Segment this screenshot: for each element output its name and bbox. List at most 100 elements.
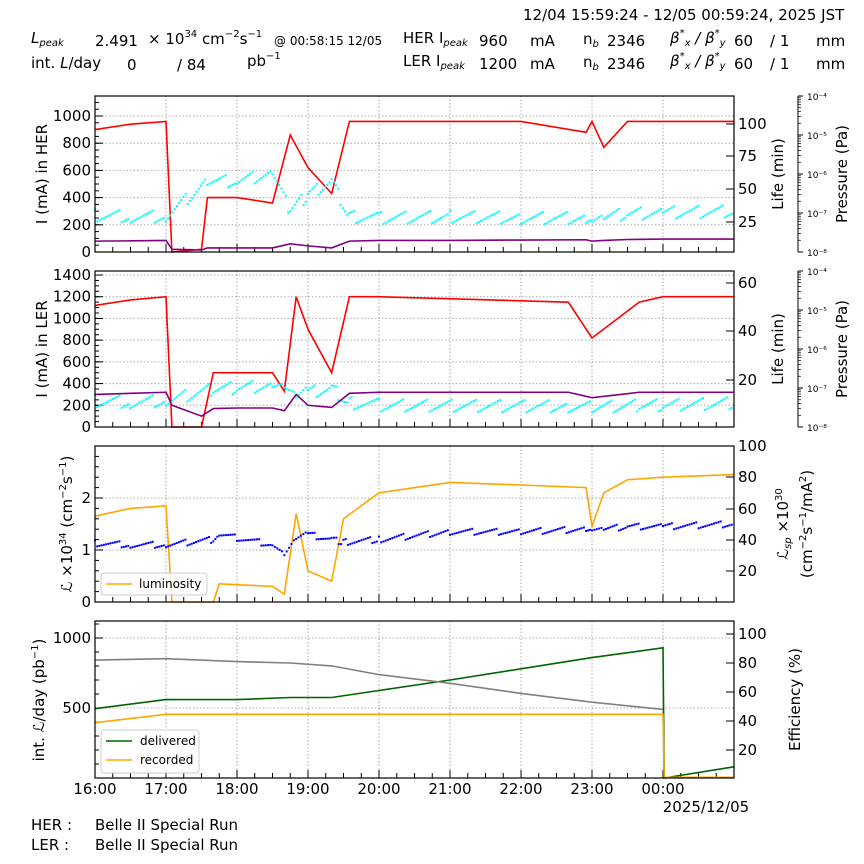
her-beta-x: 60 bbox=[734, 32, 754, 50]
pressure-axis: 10⁻⁴ 10⁻⁵ 10⁻⁶ 10⁻⁷ 10⁻⁸ Pressure (Pa) bbox=[797, 268, 851, 434]
ler-nb-label: nb bbox=[583, 53, 599, 73]
y2-tick-label: 40 bbox=[738, 712, 757, 730]
lum-y-axis-label: ℒ ×1034 (cm−2s−1) bbox=[58, 456, 76, 593]
pressure-tick-label: 10⁻⁶ bbox=[807, 346, 827, 356]
y-tick-label: 500 bbox=[62, 699, 91, 717]
x-tick-label: 22:00 bbox=[499, 780, 542, 798]
lpeak-label: Lpeak bbox=[31, 29, 64, 49]
ler-ipeak-unit: mA bbox=[530, 55, 555, 73]
lpeak-unit-prefix: × 10 bbox=[148, 30, 185, 48]
legend-label-luminosity: luminosity bbox=[139, 577, 201, 591]
y-tick-label: 1200 bbox=[53, 288, 91, 306]
pressure-axis-label: Pressure (Pa) bbox=[833, 125, 851, 223]
pressure-tick-label: 10⁻⁷ bbox=[807, 210, 827, 220]
y-tick-label: 600 bbox=[62, 353, 91, 371]
y2-tick-label: 20 bbox=[738, 562, 757, 580]
ler-beta-x: 60 bbox=[734, 55, 754, 73]
y2-tick-label: 75 bbox=[738, 147, 757, 165]
intl-unit-exp: −1 bbox=[266, 51, 281, 62]
lpeak-sub: peak bbox=[39, 38, 64, 49]
x-tick-label: 00:00 bbox=[641, 780, 684, 798]
lpeak-timestamp: @ 00:58:15 12/05 bbox=[274, 34, 383, 48]
intl-y-axis-label: int. ℒ/day (pb−1) bbox=[30, 639, 48, 762]
ler-nb-n: n bbox=[583, 53, 593, 71]
her-nb-n: n bbox=[583, 30, 593, 48]
y-tick-label: 200 bbox=[62, 216, 91, 234]
lpeak-symbol: L bbox=[31, 29, 40, 47]
footer-her-label: HER : bbox=[31, 816, 73, 834]
pressure-tick-label: 10⁻⁵ bbox=[807, 307, 827, 317]
chart-panel-2: 0 200 400 600 800 1000 1200 1400 60 40 20 I (mA) in… bbox=[33, 266, 851, 436]
x-tick-label: 19:00 bbox=[286, 780, 329, 798]
x-tick-label: 16:00 bbox=[73, 780, 116, 798]
intl-label: int. L/day bbox=[31, 54, 101, 72]
intl-symbol: L bbox=[60, 54, 69, 72]
chart-panel-1: 0 200 400 600 800 1000 100 75 50 25 I (mA) in HER L… bbox=[33, 93, 851, 261]
y2-tick-label: 80 bbox=[738, 468, 757, 486]
y2-tick-label: 60 bbox=[738, 683, 757, 701]
her-beta-unit: mm bbox=[816, 32, 846, 50]
y-tick-label: 0 bbox=[81, 418, 91, 436]
y-tick-label: 400 bbox=[62, 189, 91, 207]
intl-unit-pb: pb bbox=[247, 52, 267, 70]
her-beta-y: / 1 bbox=[770, 32, 790, 50]
x-tick-label: 17:00 bbox=[144, 780, 187, 798]
intl-value: 0 bbox=[127, 56, 137, 74]
her-nb-label: nb bbox=[583, 30, 599, 50]
x-tick-label: 21:00 bbox=[428, 780, 471, 798]
pressure-axis: 10⁻⁴ 10⁻⁵ 10⁻⁶ 10⁻⁷ 10⁻⁸ Pressure (Pa) bbox=[797, 93, 851, 259]
y-tick-label: 1400 bbox=[53, 266, 91, 284]
y2-axis-label: Efficiency (%) bbox=[786, 648, 804, 751]
pressure-axis-label: Pressure (Pa) bbox=[833, 300, 851, 398]
intl-total: / 84 bbox=[177, 56, 206, 74]
y-tick-label: 800 bbox=[62, 134, 91, 152]
footer-ler-label: LER : bbox=[31, 836, 70, 854]
lpeak-unit-s: s bbox=[239, 30, 248, 48]
legend-label-recorded: recorded bbox=[140, 753, 193, 767]
pressure-tick-label: 10⁻⁴ bbox=[807, 268, 827, 278]
lpeak-value: 2.491 bbox=[95, 32, 138, 50]
y2-tick-label: 100 bbox=[738, 625, 767, 643]
lpeak-unit-s-exp: −1 bbox=[247, 29, 263, 40]
footer-her-value: Belle II Special Run bbox=[95, 816, 239, 834]
y2-tick-label: 40 bbox=[738, 531, 757, 549]
scatter-series bbox=[94, 520, 733, 557]
time-range: 12/04 15:59:24 - 12/05 00:59:24, 2025 JS… bbox=[523, 6, 845, 24]
legend-label-delivered: delivered bbox=[140, 734, 196, 748]
luminosity-legend: luminosity bbox=[100, 572, 208, 596]
intl-suffix: /day bbox=[68, 54, 102, 72]
y-tick-label: 200 bbox=[62, 396, 91, 414]
pressure-tick-label: 10⁻⁷ bbox=[807, 385, 827, 395]
x-date-label: 2025/12/05 bbox=[663, 798, 749, 816]
pressure-tick-label: 10⁻⁸ bbox=[807, 249, 827, 259]
line-series bbox=[94, 646, 735, 779]
her-ipeak-value: 960 bbox=[479, 32, 508, 50]
chart-panel-3: 0 1 2 100 80 60 40 20 bbox=[81, 437, 766, 611]
ler-beta-y: / 1 bbox=[770, 55, 790, 73]
ler-beta-label: β*x / β*y bbox=[670, 51, 726, 72]
y2-tick-label: 20 bbox=[738, 741, 757, 759]
y-tick-label: 800 bbox=[62, 331, 91, 349]
scatter-series bbox=[94, 170, 733, 225]
plot-frame bbox=[94, 95, 735, 253]
lpeak-unit-cm: cm bbox=[197, 30, 225, 48]
y2-tick-label: 100 bbox=[738, 437, 767, 455]
ler-nb-value: 2346 bbox=[607, 55, 646, 73]
intl-prefix: int. bbox=[31, 54, 61, 72]
line-series bbox=[94, 713, 734, 779]
lpeak-exp: 34 bbox=[184, 29, 198, 40]
y-tick-label: 2 bbox=[81, 489, 91, 507]
her-nb-sub: b bbox=[592, 39, 599, 50]
her-label: HER I bbox=[403, 29, 444, 47]
lpeak-unit-cm-exp: −2 bbox=[224, 29, 240, 40]
ler-sub: peak bbox=[440, 61, 465, 72]
ler-ipeak-value: 1200 bbox=[479, 55, 518, 73]
y-axis-label: I (mA) in LER bbox=[33, 300, 51, 397]
line-series bbox=[94, 119, 734, 253]
pressure-tick-label: 10⁻⁵ bbox=[807, 132, 827, 142]
y2-tick-label: 60 bbox=[738, 274, 757, 292]
y2-axis-label: Life (min) bbox=[769, 313, 787, 385]
lsp-y-axis-label: ℒsp ×1030 bbox=[774, 488, 794, 560]
y2-tick-label: 25 bbox=[738, 213, 757, 231]
